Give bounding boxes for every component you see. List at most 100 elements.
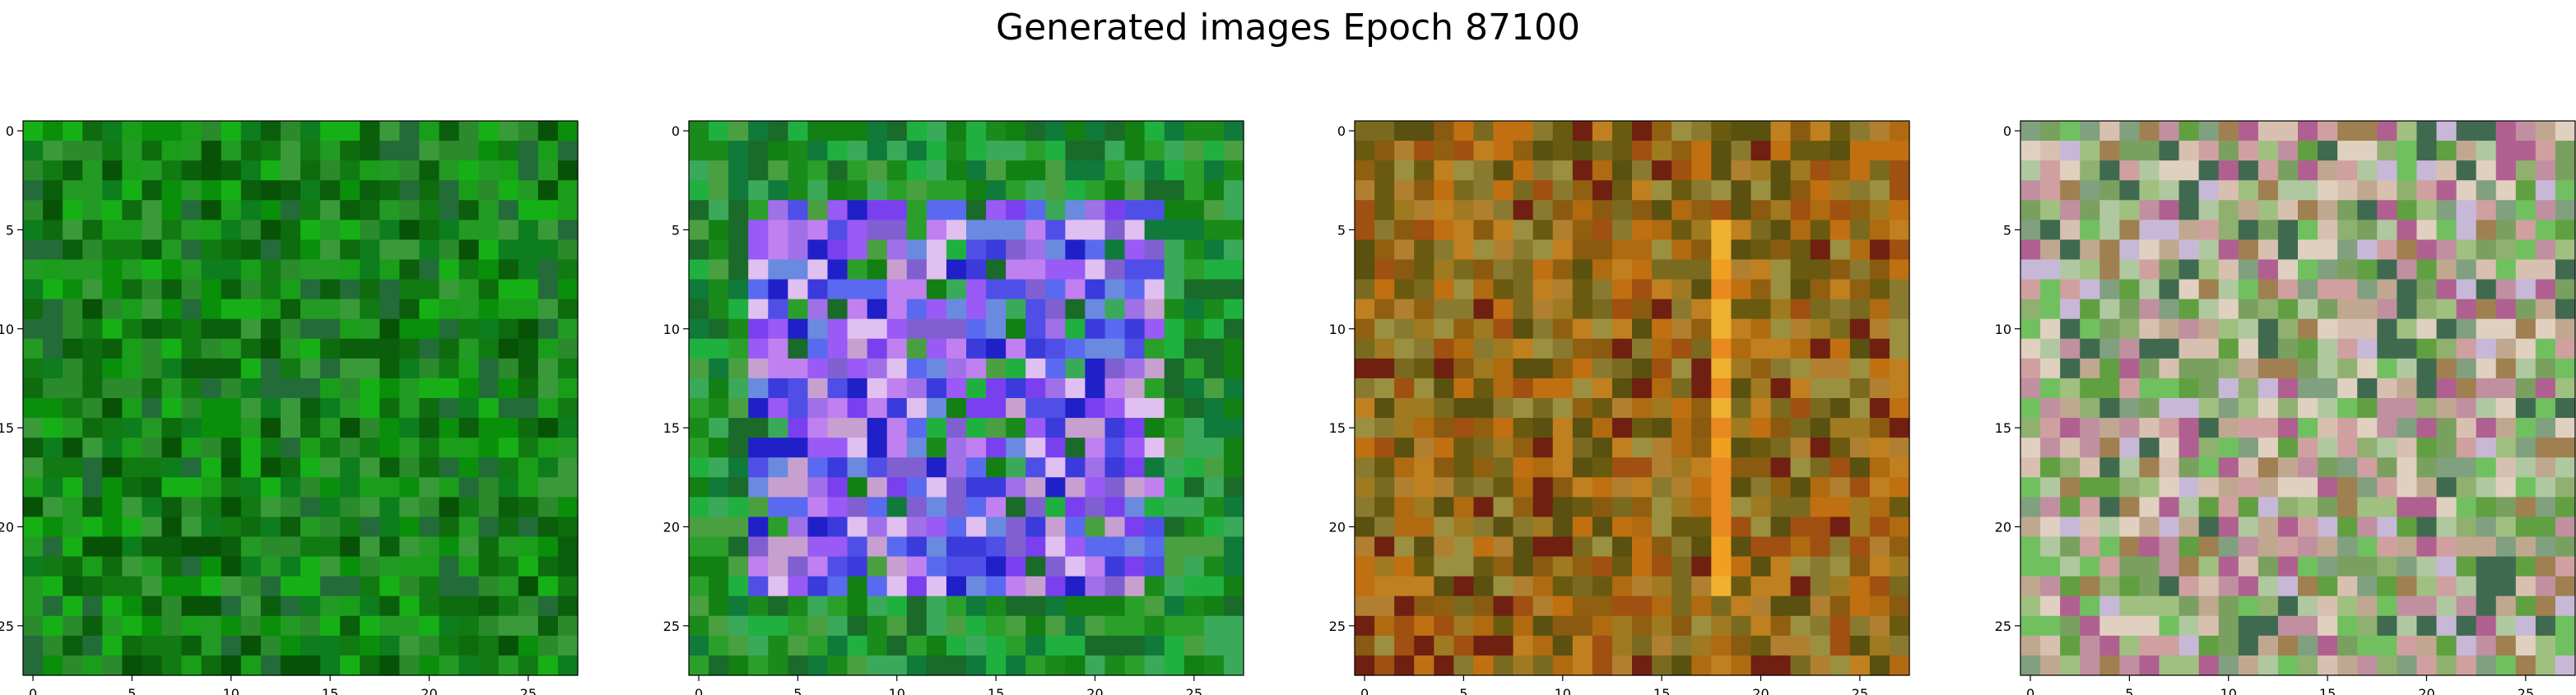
pixel-cell (827, 615, 849, 637)
pixel-cell (1632, 279, 1653, 300)
pixel-cell (1790, 220, 1811, 241)
pixel-cell (340, 517, 360, 538)
pixel-cell (340, 259, 360, 280)
pixel-cell (2337, 239, 2358, 261)
pixel-cell (827, 556, 849, 577)
pixel-cell (1104, 121, 1126, 141)
pixel-cell (102, 378, 123, 399)
pixel-cell (2139, 615, 2160, 637)
pixel-cell (2298, 160, 2318, 181)
pixel-cell (142, 497, 163, 518)
pixel-cell (2555, 477, 2576, 498)
pixel-cell (1493, 418, 1514, 438)
pixel-cell (280, 517, 301, 538)
pixel-cell (43, 576, 63, 597)
pixel-cell (1751, 398, 1772, 419)
pixel-cell (2357, 477, 2378, 498)
pixel-cell (1532, 160, 1554, 181)
pixel-cell (2178, 477, 2200, 498)
pixel-cell (1394, 358, 1415, 379)
pixel-cell (1652, 358, 1672, 379)
pixel-cell (1473, 536, 1495, 558)
pixel-cell (768, 457, 788, 478)
pixel-cell (260, 576, 281, 597)
pixel-cell (300, 635, 321, 656)
pixel-cell (1453, 655, 1475, 676)
pixel-cell (906, 615, 928, 637)
pixel-cell (1572, 517, 1593, 538)
pixel-cell (946, 299, 967, 320)
pixel-cell (1869, 299, 1890, 320)
pixel-cell (181, 418, 202, 438)
pixel-cell (1493, 477, 1514, 498)
pixel-cell (2277, 318, 2299, 340)
pixel-cell (926, 378, 947, 399)
pixel-cell (847, 457, 868, 478)
pixel-cell (867, 615, 888, 637)
pixel-cell (788, 635, 809, 656)
pixel-cell (122, 378, 143, 399)
pixel-cell (2277, 418, 2299, 438)
pixel-cell (1473, 595, 1495, 617)
pixel-cell (1203, 200, 1225, 220)
pixel-cell (1830, 497, 1851, 518)
pixel-cell (1572, 239, 1593, 261)
pixel-cell (1006, 615, 1026, 637)
pixel-cell (1611, 595, 1633, 617)
pixel-cell (260, 220, 281, 241)
pixel-cell (1532, 239, 1554, 261)
pixel-cell (142, 517, 163, 538)
pixel-cell (2040, 338, 2061, 359)
pixel-cell (1025, 141, 1046, 161)
pixel-cell (1572, 259, 1593, 280)
pixel-cell (439, 615, 460, 637)
pixel-cell (867, 378, 888, 399)
pixel-cell (788, 259, 809, 280)
pixel-cell (807, 418, 829, 438)
y-tick-label: 5 (2003, 222, 2011, 238)
pixel-cell (2139, 438, 2160, 458)
pixel-cell (2040, 259, 2061, 280)
pixel-cell (2476, 418, 2497, 438)
pixel-cell (1434, 299, 1454, 320)
pixel-cell (340, 418, 360, 438)
pixel-cell (1493, 615, 1514, 637)
pixel-cell (906, 318, 928, 340)
pixel-cell (379, 358, 400, 379)
pixel-cell (1104, 438, 1126, 458)
pixel-cell (43, 358, 63, 379)
pixel-cell (360, 318, 380, 340)
pixel-cell (181, 279, 202, 300)
pixel-cell (498, 398, 519, 419)
pixel-cell (161, 358, 183, 379)
pixel-cell (966, 438, 987, 458)
pixel-cell (260, 418, 281, 438)
pixel-cell (966, 655, 987, 676)
pixel-cell (728, 615, 749, 637)
pixel-cell (886, 497, 908, 518)
pixel-cell (122, 615, 143, 637)
pixel-cell (1065, 259, 1086, 280)
pixel-cell (1572, 497, 1593, 518)
pixel-cell (300, 477, 321, 498)
pixel-cell (1572, 299, 1593, 320)
pixel-cell (2515, 418, 2536, 438)
pixel-cell (1045, 259, 1066, 280)
axes-frame (1354, 120, 1910, 676)
pixel-cell (2298, 259, 2318, 280)
pixel-cell (201, 121, 222, 141)
pixel-cell (1183, 299, 1205, 320)
pixel-cell (2397, 160, 2418, 181)
pixel-cell (1592, 338, 1613, 359)
pixel-cell (2397, 180, 2418, 201)
pixel-cell (2020, 536, 2041, 558)
pixel-cell (498, 497, 519, 518)
pixel-cell (1434, 536, 1454, 558)
pixel-cell (1810, 279, 1831, 300)
pixel-cell (1810, 358, 1831, 379)
pixel-cell (1770, 160, 1792, 181)
pixel-cell (557, 477, 579, 498)
pixel-cell (1453, 438, 1475, 458)
pixel-cell (240, 655, 262, 676)
pixel-cell (2060, 160, 2081, 181)
